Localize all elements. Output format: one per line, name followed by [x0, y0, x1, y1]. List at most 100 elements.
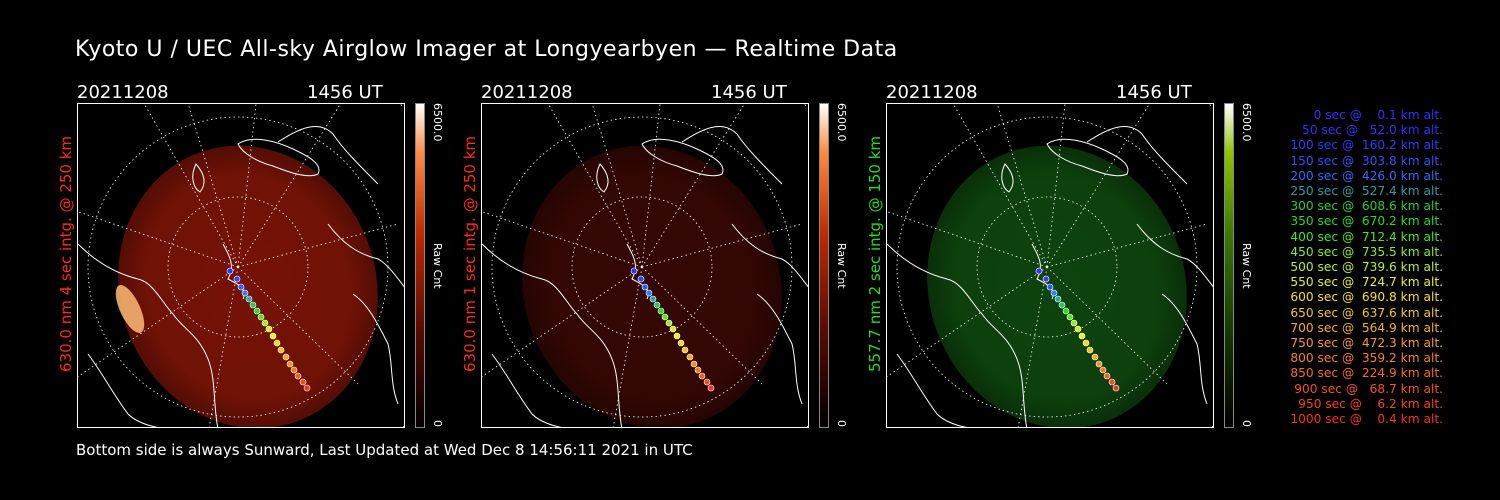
trajectory-point	[299, 378, 307, 386]
colorbar-min-label: 0	[1240, 420, 1253, 427]
colorbar-min-label: 0	[431, 420, 444, 427]
trajectory-point	[1042, 275, 1050, 283]
trajectory-point	[290, 366, 298, 374]
trajectory-point	[1103, 372, 1111, 380]
trajectory-point	[245, 295, 253, 303]
legend-entry: 450 sec @ 735.5 km alt.	[1286, 244, 1443, 259]
trajectory-point	[269, 332, 277, 340]
longitude-grid-line	[78, 211, 239, 268]
coastline	[1161, 293, 1208, 405]
coastline	[896, 353, 968, 427]
coastline	[78, 243, 219, 427]
longitude-grid-line	[887, 211, 1048, 268]
coastline	[482, 243, 623, 427]
footer-status: Bottom side is always Sunward, Last Upda…	[76, 441, 693, 459]
trajectory-point	[698, 372, 706, 380]
colorbar	[819, 103, 829, 428]
coastline	[1046, 138, 1129, 177]
longitude-grid-line	[1046, 266, 1168, 385]
trajectory-point	[294, 372, 302, 380]
legend-entry: 350 sec @ 670.2 km alt.	[1286, 214, 1443, 229]
airglow-image	[522, 145, 782, 427]
colorbar-unit-label: Raw Cnt	[1240, 243, 1253, 289]
colorbar	[415, 103, 425, 428]
legend-entry: 250 sec @ 527.4 km alt.	[1286, 184, 1443, 199]
allsky-image-panel	[481, 103, 809, 428]
longitude-grid-line	[641, 266, 763, 385]
trajectory-point	[1082, 339, 1090, 347]
coastline	[756, 293, 803, 405]
legend-entry: 600 sec @ 690.8 km alt.	[1286, 290, 1443, 305]
longitude-grid-line	[237, 223, 399, 268]
trajectory-point	[1095, 360, 1103, 368]
panel-date: 20211208	[886, 82, 978, 103]
trajectory-point	[649, 295, 657, 303]
coastline	[596, 163, 609, 193]
colorbar-max-label: 6500.0	[1240, 103, 1253, 142]
trajectory-point	[282, 353, 290, 361]
colorbar-unit-label: Raw Cnt	[431, 243, 444, 289]
trajectory-point	[241, 289, 249, 297]
colorbar-max-label: 6500.0	[431, 103, 444, 142]
airglow-image	[927, 145, 1187, 427]
coastline	[731, 223, 808, 288]
trajectory-point	[237, 283, 245, 291]
allsky-image-panel	[77, 103, 405, 428]
trajectory-legend: 0 sec @ 0.1 km alt. 50 sec @ 52.0 km alt…	[1287, 108, 1443, 427]
longitude-grid-line	[1046, 104, 1150, 268]
trajectory-point	[661, 313, 669, 321]
panel-wavelength-label: 557.7 nm 2 sec intg. @ 150 km	[866, 135, 884, 372]
legend-entry: 700 sec @ 564.9 km alt.	[1286, 320, 1443, 335]
panel-date: 20211208	[481, 82, 573, 103]
legend-entry: 950 sec @ 6.2 km alt.	[1294, 396, 1443, 411]
trajectory-point	[257, 313, 265, 321]
trajectory-point	[630, 267, 638, 275]
trajectory-point	[690, 360, 698, 368]
longitude-grid-line	[612, 266, 643, 427]
coastline	[277, 126, 379, 185]
trajectory-point	[277, 346, 285, 354]
coastline	[491, 353, 563, 427]
longitude-grid-line	[482, 211, 643, 268]
trajectory-point	[681, 346, 689, 354]
latitude-grid-circle	[976, 196, 1118, 338]
legend-entry: 650 sec @ 637.6 km alt.	[1286, 305, 1443, 320]
trajectory-point	[233, 275, 241, 283]
longitude-grid-line	[641, 223, 803, 268]
legend-entry: 900 sec @ 68.7 km alt.	[1290, 381, 1443, 396]
trajectory-point	[645, 289, 653, 297]
panel-wavelength-label: 630.0 nm 4 sec intg. @ 250 km	[57, 135, 75, 372]
legend-entry: 0 sec @ 0.1 km alt.	[1302, 108, 1443, 122]
coastline	[327, 223, 404, 288]
legend-entry: 850 sec @ 224.9 km alt.	[1286, 366, 1443, 381]
trajectory-point	[665, 319, 673, 327]
legend-entry: 800 sec @ 359.2 km alt.	[1286, 351, 1443, 366]
trajectory-point	[669, 325, 677, 333]
trajectory-point	[694, 366, 702, 374]
legend-entry: 500 sec @ 739.6 km alt.	[1286, 260, 1443, 275]
legend-entry: 750 sec @ 472.3 km alt.	[1286, 336, 1443, 351]
trajectory-point	[253, 307, 261, 315]
coastline	[87, 353, 159, 427]
trajectory-point	[1035, 267, 1043, 275]
legend-entry: 150 sec @ 303.8 km alt.	[1286, 153, 1443, 168]
trajectory-point	[249, 301, 257, 309]
latitude-grid-circle	[167, 196, 309, 338]
trajectory-point	[637, 275, 645, 283]
aurora-bright-spot	[115, 285, 145, 333]
trajectory-point	[1074, 325, 1082, 333]
trajectory-point	[226, 267, 234, 275]
trajectory-point	[273, 339, 281, 347]
longitude-grid-line	[187, 104, 239, 268]
trajectory-point	[677, 339, 685, 347]
coastline	[192, 163, 205, 193]
longitude-grid-line	[1017, 266, 1048, 427]
latitude-grid-circle	[571, 196, 713, 338]
trajectory-point	[265, 325, 273, 333]
trajectory-point	[641, 283, 649, 291]
coastline	[352, 293, 399, 405]
legend-entry: 50 sec @ 52.0 km alt.	[1294, 123, 1443, 138]
trajectory-point	[1054, 295, 1062, 303]
trajectory-point	[1112, 384, 1120, 392]
panel-time: 1456 UT	[1116, 82, 1192, 103]
